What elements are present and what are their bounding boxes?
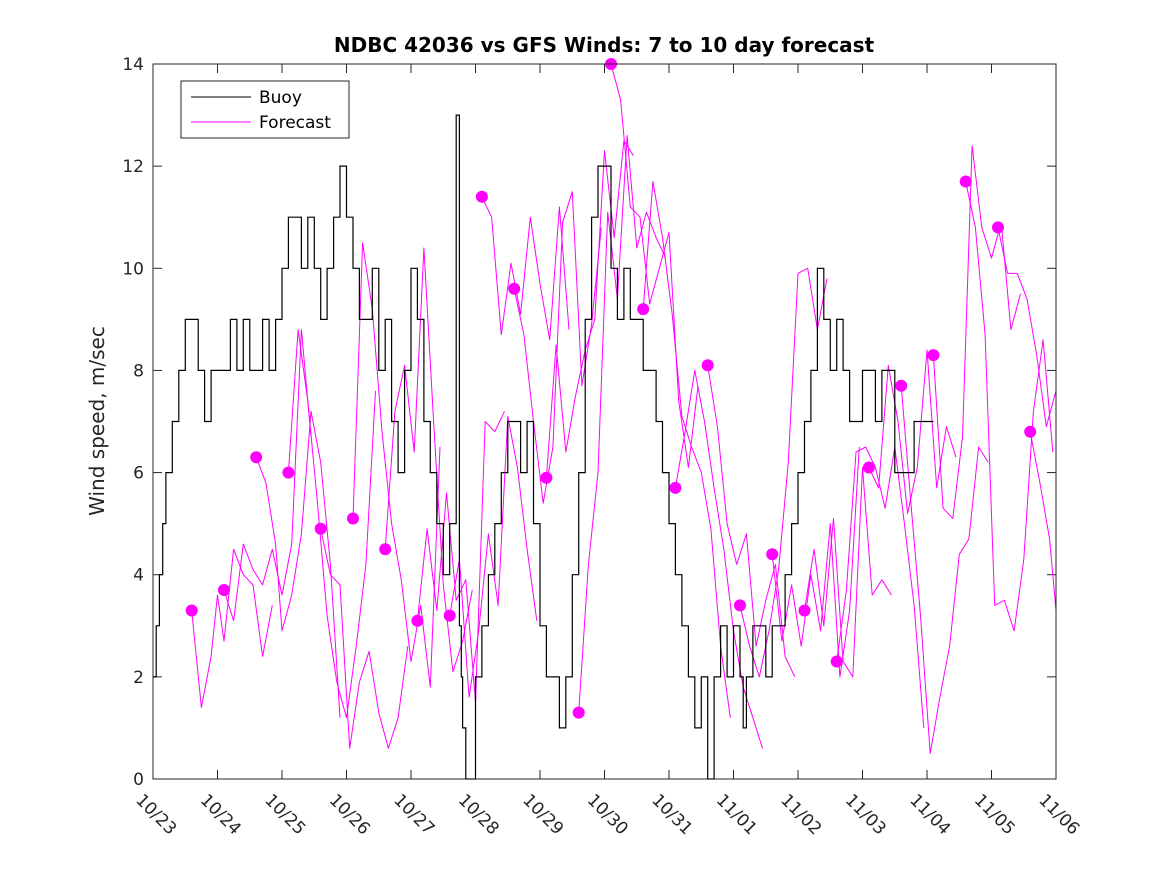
legend-box	[180, 80, 350, 139]
plot-area	[153, 64, 1056, 779]
forecast-start-marker-18	[766, 548, 779, 561]
forecast-start-marker-23	[927, 349, 940, 362]
forecast-start-marker-14	[637, 303, 650, 316]
plot-frame	[152, 63, 1057, 780]
forecast-start-marker-3	[282, 466, 295, 479]
legend: Buoy Forecast	[180, 80, 350, 139]
forecast-start-marker-0	[185, 604, 198, 617]
forecast-line-13	[610, 63, 699, 468]
forecast-line-3	[287, 329, 376, 719]
y-tick-label: 4	[133, 566, 144, 586]
forecast-line-5	[352, 242, 441, 688]
forecast-markers	[185, 58, 1037, 719]
buoy-series	[153, 114, 934, 780]
forecast-start-marker-22	[895, 379, 908, 392]
forecast-line-8	[449, 415, 538, 698]
forecast-start-marker-26	[1024, 425, 1037, 438]
forecast-line-22	[900, 385, 989, 754]
forecast-start-marker-21	[862, 461, 875, 474]
forecast-series	[191, 63, 1057, 754]
forecast-line-23	[932, 145, 1021, 519]
forecast-start-marker-5	[347, 512, 359, 525]
forecast-start-marker-17	[734, 599, 746, 612]
forecast-start-marker-19	[798, 604, 811, 617]
forecast-start-marker-9	[475, 190, 488, 203]
forecast-start-marker-1	[218, 584, 230, 596]
legend-label-forecast: Forecast	[259, 113, 331, 133]
forecast-line-6	[384, 247, 473, 673]
forecast-line-18	[771, 446, 860, 678]
buoy-line	[153, 114, 934, 780]
forecast-line-15	[674, 369, 763, 749]
y-tick-label: 14	[122, 55, 144, 75]
y-tick-label: 2	[133, 668, 144, 688]
forecast-line-20	[836, 446, 925, 728]
forecast-start-marker-7	[411, 614, 424, 627]
forecast-line-21	[868, 349, 957, 514]
forecast-line-9	[481, 196, 570, 341]
forecast-start-marker-6	[379, 543, 392, 556]
forecast-start-marker-4	[314, 522, 327, 535]
y-tick-label: 0	[133, 770, 144, 790]
forecast-start-marker-2	[250, 451, 263, 464]
forecast-line-12	[578, 135, 667, 713]
forecast-line-24	[965, 181, 1054, 632]
forecast-line-10	[513, 191, 602, 504]
y-tick-label: 12	[122, 157, 144, 177]
forecast-line-16	[707, 365, 796, 678]
forecast-line-25	[997, 227, 1057, 428]
y-tick-label: 6	[133, 464, 144, 484]
legend-label-buoy: Buoy	[259, 88, 302, 108]
forecast-line-11	[545, 140, 634, 478]
y-tick-label: 8	[133, 361, 144, 381]
forecast-line-7	[416, 411, 505, 703]
y-axis-label: Wind speed, m/sec	[85, 326, 109, 516]
forecast-start-marker-20	[830, 655, 843, 668]
forecast-start-marker-24	[959, 175, 972, 188]
forecast-start-marker-10	[508, 282, 521, 295]
forecast-start-marker-25	[992, 221, 1004, 234]
forecast-line-0	[191, 548, 273, 708]
y-tick-labels: 0 2 4 6 8 10 12 14	[122, 55, 144, 790]
forecast-start-marker-11	[540, 471, 553, 484]
forecast-start-marker-8	[443, 609, 456, 622]
forecast-line-26	[1029, 431, 1057, 611]
forecast-line-2	[255, 410, 341, 718]
forecast-start-marker-15	[669, 481, 682, 494]
forecast-line-17	[739, 267, 828, 678]
forecast-start-marker-12	[572, 706, 585, 719]
forecast-start-marker-16	[701, 359, 714, 372]
forecast-line-14	[642, 181, 731, 718]
forecast-line-4	[320, 528, 409, 749]
y-tick-label: 10	[122, 259, 144, 279]
chart-title: NDBC 42036 vs GFS Winds: 7 to 10 day for…	[334, 33, 875, 57]
forecast-line-19	[804, 467, 892, 678]
forecast-line-1	[223, 329, 312, 622]
